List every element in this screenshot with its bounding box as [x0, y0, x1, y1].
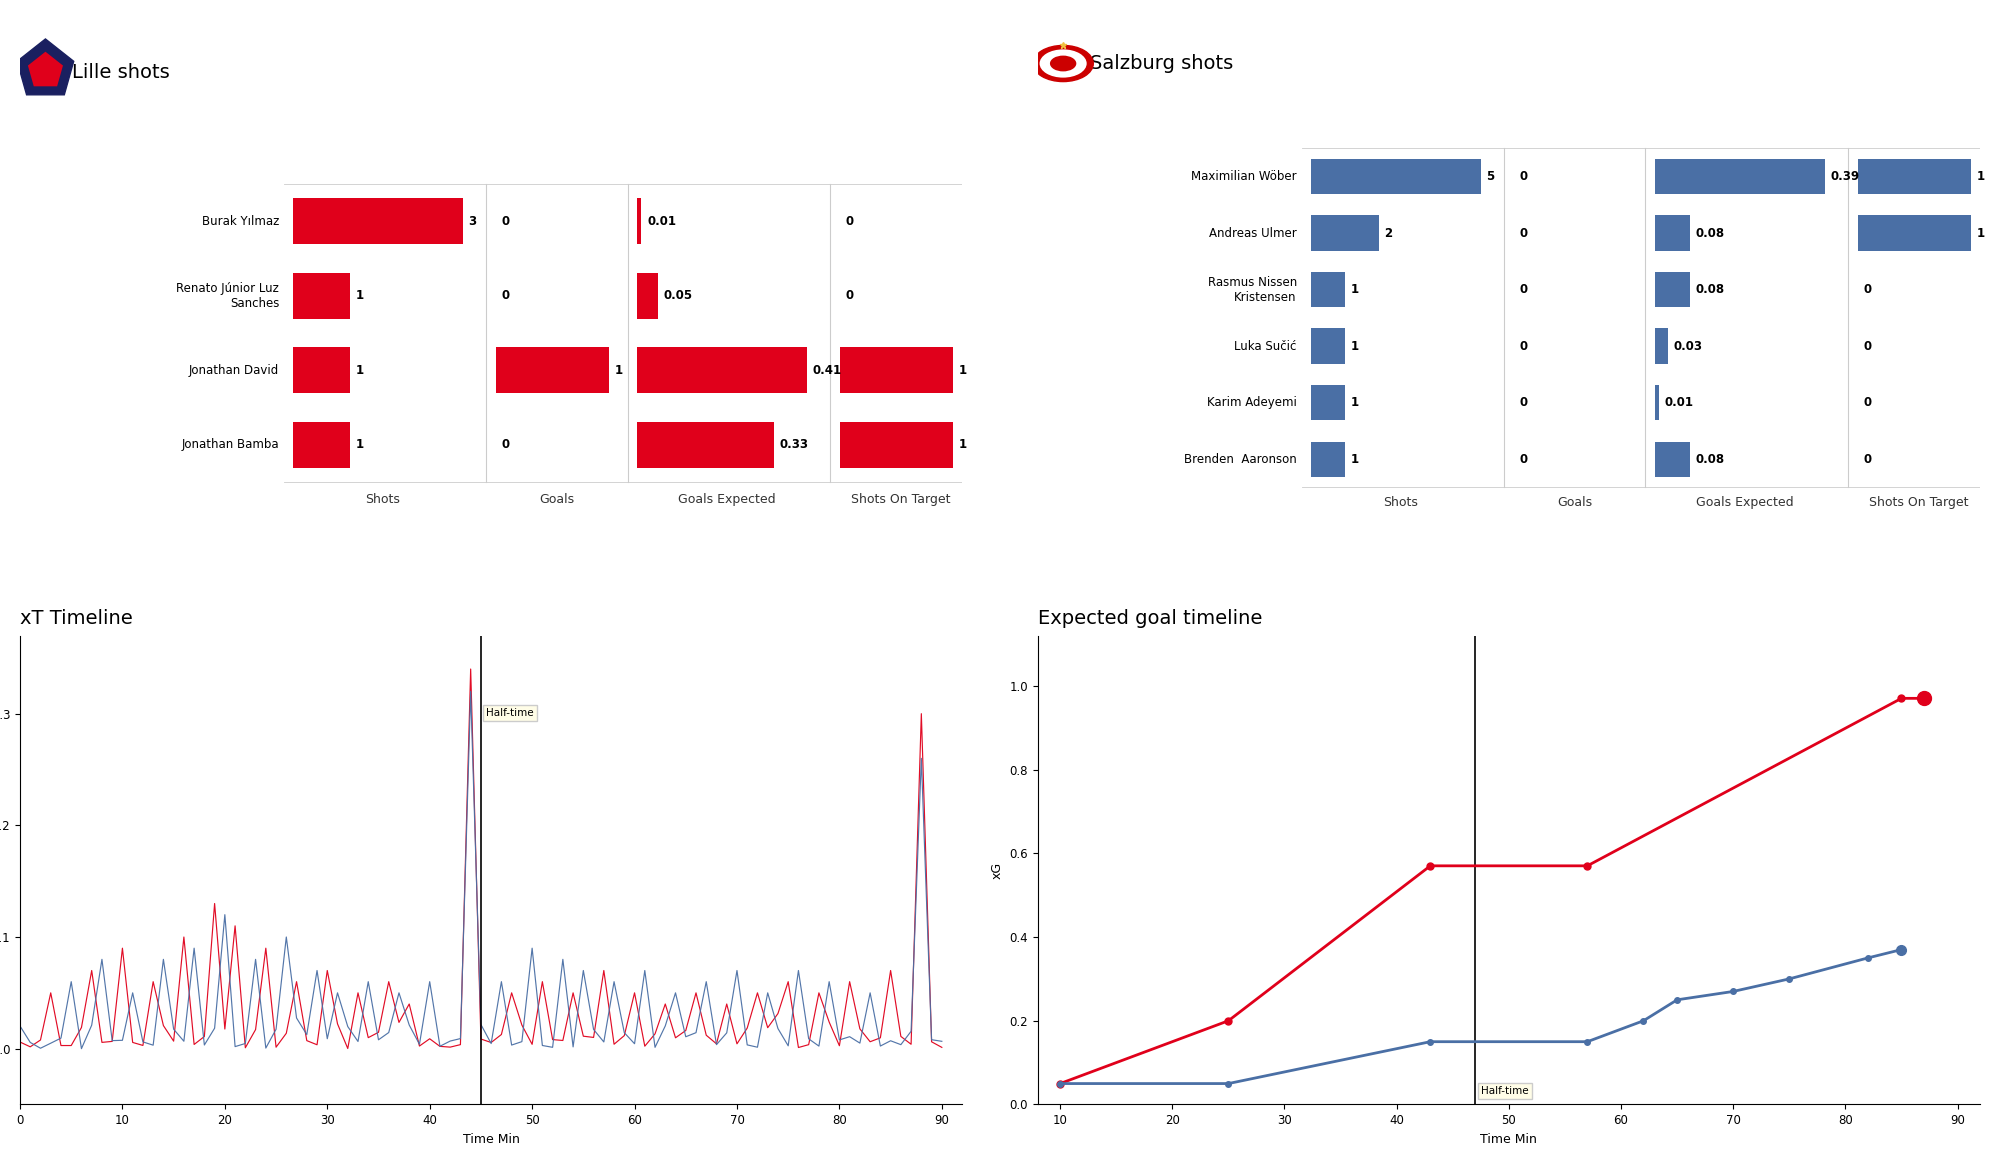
Text: Maximilian Wöber: Maximilian Wöber [1192, 170, 1296, 183]
Text: Karim Adeyemi: Karim Adeyemi [1206, 396, 1296, 409]
Text: 1: 1 [356, 289, 364, 302]
Bar [294, 199, 462, 244]
Bar [1310, 271, 1344, 307]
Y-axis label: xG: xG [990, 861, 1004, 879]
Bar [1310, 385, 1344, 419]
Text: 0: 0 [1520, 283, 1528, 296]
Text: Lille shots: Lille shots [72, 63, 170, 82]
Text: Andreas Ulmer: Andreas Ulmer [1210, 227, 1296, 240]
Text: 1: 1 [1350, 340, 1358, 352]
Text: Goals: Goals [540, 494, 574, 506]
Text: 0: 0 [1864, 452, 1872, 465]
Text: Brenden  Aaronson: Brenden Aaronson [1184, 452, 1296, 465]
Text: 0: 0 [1864, 340, 1872, 352]
Text: Half-time: Half-time [486, 709, 534, 718]
Bar [638, 273, 658, 318]
Text: Renato Júnior Luz
Sanches: Renato Júnior Luz Sanches [176, 282, 280, 310]
Text: 1: 1 [356, 364, 364, 377]
X-axis label: Time Min: Time Min [1480, 1133, 1538, 1146]
Text: 0: 0 [1520, 170, 1528, 183]
Bar [1858, 159, 1970, 194]
Text: 1: 1 [1350, 452, 1358, 465]
Bar [840, 347, 952, 394]
Text: 0.39: 0.39 [1830, 170, 1860, 183]
Text: 0: 0 [502, 438, 510, 451]
Bar [1858, 215, 1970, 250]
Text: Rasmus Nissen
Kristensen: Rasmus Nissen Kristensen [1208, 275, 1296, 303]
Bar [1310, 329, 1344, 363]
Text: 0: 0 [1520, 340, 1528, 352]
Bar [1654, 442, 1690, 477]
Text: 0.01: 0.01 [1664, 396, 1694, 409]
Text: 1: 1 [356, 438, 364, 451]
Bar [638, 347, 806, 394]
Bar [1654, 159, 1824, 194]
Text: Goals: Goals [1558, 496, 1592, 509]
Bar [1310, 215, 1378, 250]
Text: 0.33: 0.33 [780, 438, 808, 451]
Circle shape [1032, 46, 1094, 81]
Text: 0.03: 0.03 [1674, 340, 1702, 352]
Text: 0: 0 [846, 289, 854, 302]
Text: Goals Expected: Goals Expected [1696, 496, 1794, 509]
Text: Burak Yılmaz: Burak Yılmaz [202, 215, 280, 228]
Text: 1: 1 [958, 438, 966, 451]
Text: Luka Sučić: Luka Sučić [1234, 340, 1296, 352]
Text: 0.08: 0.08 [1696, 227, 1724, 240]
Text: 0.01: 0.01 [648, 215, 676, 228]
Text: 0: 0 [1520, 227, 1528, 240]
Text: 0: 0 [1864, 396, 1872, 409]
Text: xT Timeline: xT Timeline [20, 610, 132, 629]
Text: 0: 0 [502, 289, 510, 302]
Text: 5: 5 [1486, 170, 1494, 183]
Text: 1: 1 [958, 364, 966, 377]
Text: 1: 1 [614, 364, 622, 377]
Bar [840, 422, 952, 468]
Bar [294, 422, 350, 468]
Text: 0: 0 [846, 215, 854, 228]
Text: 0: 0 [1520, 396, 1528, 409]
Text: 0: 0 [1520, 452, 1528, 465]
Text: 1: 1 [1350, 283, 1358, 296]
Bar [1654, 329, 1668, 363]
Text: Jonathan David: Jonathan David [188, 364, 280, 377]
Text: Shots On Target: Shots On Target [852, 494, 950, 506]
Bar [294, 347, 350, 394]
Bar [1654, 271, 1690, 307]
Bar [1654, 215, 1690, 250]
Text: 2: 2 [1384, 227, 1392, 240]
Text: 0.05: 0.05 [664, 289, 692, 302]
Text: 1: 1 [1350, 396, 1358, 409]
Text: Jonathan Bamba: Jonathan Bamba [182, 438, 280, 451]
Bar [638, 199, 642, 244]
Bar [294, 273, 350, 318]
Text: 0: 0 [502, 215, 510, 228]
Text: Shots On Target: Shots On Target [1868, 496, 1968, 509]
Text: 3: 3 [468, 215, 476, 228]
Text: 1: 1 [1976, 170, 1984, 183]
Text: Half-time: Half-time [1480, 1086, 1528, 1096]
Text: Salzburg shots: Salzburg shots [1090, 54, 1232, 73]
Text: 0.41: 0.41 [812, 364, 842, 377]
Text: 0.08: 0.08 [1696, 452, 1724, 465]
Polygon shape [18, 39, 74, 95]
Circle shape [1040, 49, 1086, 78]
Text: Shots: Shots [366, 494, 400, 506]
Circle shape [1050, 55, 1076, 72]
Text: Goals Expected: Goals Expected [678, 494, 776, 506]
Text: 1: 1 [1976, 227, 1984, 240]
Text: 0: 0 [1864, 283, 1872, 296]
Bar [638, 422, 774, 468]
Text: Shots: Shots [1384, 496, 1418, 509]
Bar [1310, 159, 1480, 194]
Text: Expected goal timeline: Expected goal timeline [1038, 610, 1262, 629]
Text: 0.08: 0.08 [1696, 283, 1724, 296]
X-axis label: Time Min: Time Min [462, 1133, 520, 1146]
Bar [1654, 385, 1660, 419]
Bar [496, 347, 608, 394]
Bar [1310, 442, 1344, 477]
Polygon shape [28, 52, 62, 86]
